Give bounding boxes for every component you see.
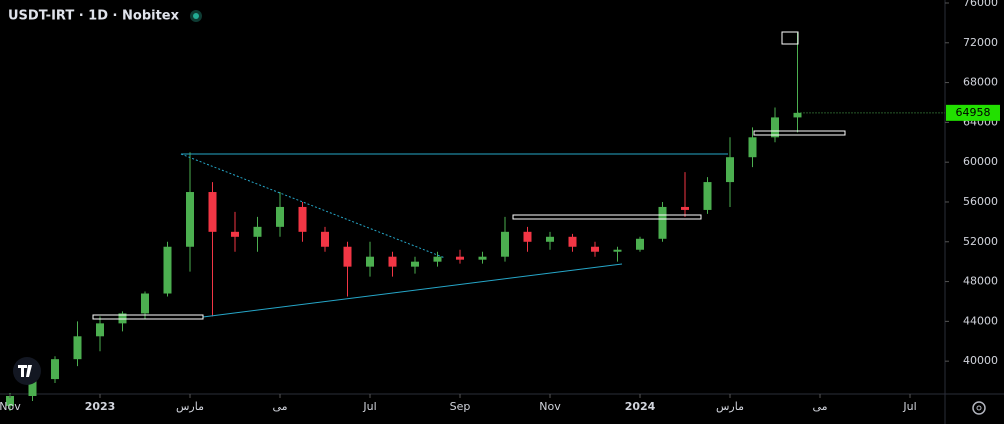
level-box: [753, 130, 846, 136]
trend-line: [202, 263, 623, 318]
x-tick-label: Nov: [539, 400, 561, 413]
candle-body: [141, 293, 149, 314]
x-tick-label: Nov: [0, 400, 21, 413]
drawings: [92, 31, 846, 320]
settings-icon[interactable]: [972, 401, 986, 415]
x-tick-label: مارس: [176, 400, 204, 413]
candle-body: [411, 261, 419, 267]
x-tick-label: Jul: [902, 400, 916, 413]
x-tick-label: مارس: [716, 400, 744, 413]
candle-body: [73, 336, 82, 360]
y-tick-label: 60000: [963, 155, 998, 168]
y-tick-label: 68000: [963, 76, 998, 89]
plot-area: [6, 32, 802, 411]
candle-body: [501, 231, 509, 257]
candle-body: [276, 206, 284, 227]
candle-body: [568, 236, 577, 247]
candle-body: [748, 137, 757, 158]
y-tick-label: 48000: [963, 275, 998, 288]
y-tick-label: 52000: [963, 235, 998, 248]
candle-body: [546, 236, 554, 242]
last-price-label: 64958: [956, 106, 991, 119]
candle-body: [636, 238, 644, 250]
candle-body: [478, 256, 487, 260]
candle-body: [681, 206, 689, 210]
gear-center[interactable]: [976, 405, 982, 411]
candle-body: [231, 231, 239, 237]
x-tick-label: می: [812, 400, 827, 413]
chart-title: USDT-IRT · 1D · Nobitex: [8, 9, 180, 24]
candle-body: [658, 206, 667, 239]
y-tick-label: 76000: [963, 0, 998, 9]
last-price-box: [946, 104, 1000, 121]
peak-box: [781, 31, 799, 45]
gear[interactable]: [972, 401, 986, 415]
candle-body: [253, 226, 262, 237]
candle-body: [613, 249, 622, 252]
candle-body: [388, 256, 397, 267]
x-tick-label: می: [272, 400, 287, 413]
candle-body: [591, 246, 599, 252]
x-tick-label: Sep: [450, 400, 471, 413]
candle-body: [793, 112, 802, 118]
candle-body: [771, 117, 779, 138]
candle-body: [186, 192, 194, 247]
status-dot: [193, 13, 199, 19]
candle-body: [366, 256, 374, 267]
x-tick-label: Jul: [362, 400, 376, 413]
candle-body: [726, 157, 734, 183]
candle-body: [51, 359, 59, 380]
y-tick-label: 40000: [963, 354, 998, 367]
candle-body: [523, 231, 532, 242]
candle-body: [703, 182, 712, 210]
x-tick-label: 2024: [625, 400, 656, 413]
candle-body: [433, 256, 442, 262]
trend-line: [180, 153, 446, 259]
candle-body: [298, 206, 307, 232]
candle-body: [163, 246, 172, 294]
tv-logo: [13, 357, 41, 385]
candle-body: [96, 323, 104, 337]
y-tick-label: 56000: [963, 195, 998, 208]
level-box: [512, 214, 702, 220]
candle-body: [208, 192, 217, 232]
candle-body: [28, 379, 37, 396]
level-box: [92, 314, 204, 320]
candle-body: [118, 313, 127, 324]
candle-body: [456, 256, 464, 260]
y-tick-label: 72000: [963, 36, 998, 49]
logo-mark: [18, 365, 32, 377]
candle-body: [321, 231, 329, 247]
candle-body: [6, 395, 14, 406]
candle-body: [343, 246, 352, 267]
x-tick-label: 2023: [85, 400, 116, 413]
y-tick-label: 44000: [963, 314, 998, 327]
